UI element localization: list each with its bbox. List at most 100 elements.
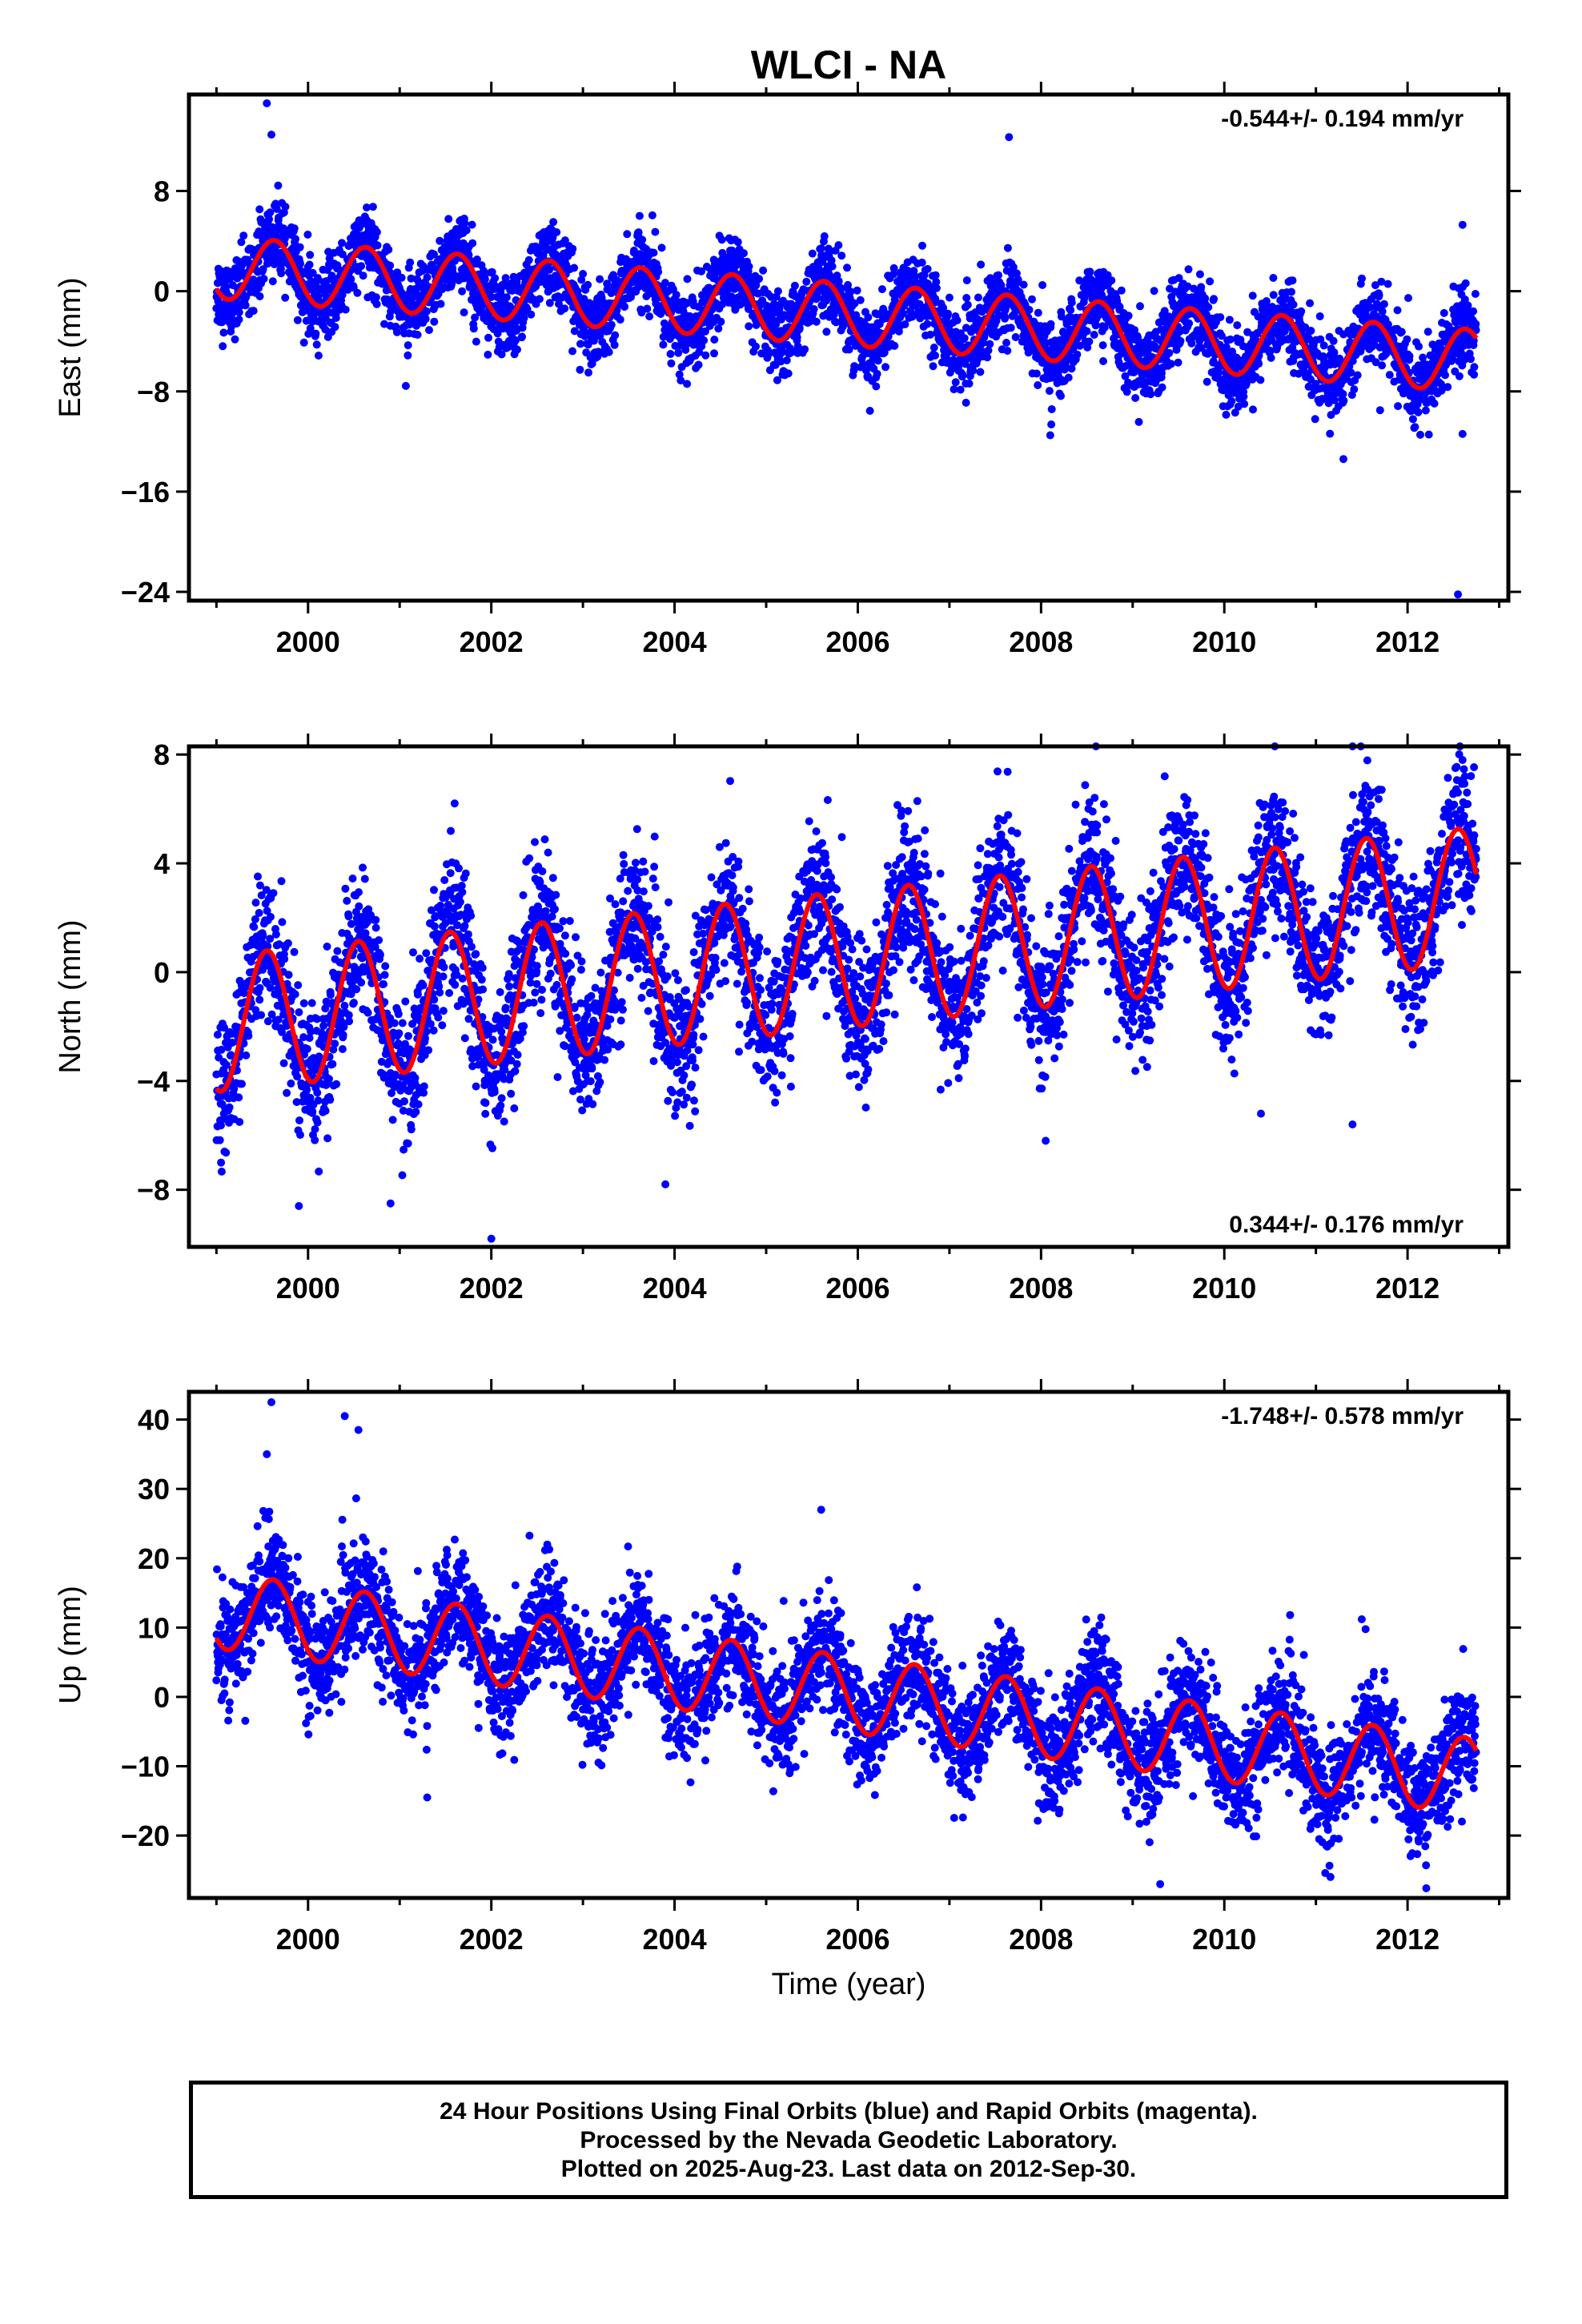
x-tick-label: 2004 xyxy=(643,625,707,658)
east-data-point xyxy=(239,231,248,240)
east-data-point xyxy=(1375,291,1383,300)
east-data-point xyxy=(1467,355,1475,364)
east-data-point xyxy=(910,271,919,280)
north-data-point xyxy=(314,1096,323,1105)
east-data-point xyxy=(856,296,865,304)
east-data-point xyxy=(472,255,481,263)
east-data-point xyxy=(584,280,592,289)
north-data-point xyxy=(343,896,351,905)
x-tick-label: 2012 xyxy=(1375,625,1439,658)
east-data-point xyxy=(945,293,954,302)
east-data-point xyxy=(359,271,367,280)
east-outlier-point xyxy=(267,131,275,139)
east-data-point xyxy=(384,245,393,254)
east-data-point xyxy=(306,251,315,259)
east-data-point xyxy=(472,337,480,346)
east-data-point xyxy=(881,363,889,372)
east-data-point xyxy=(401,381,410,390)
east-data-point xyxy=(977,260,986,269)
east-data-point xyxy=(1067,298,1076,307)
east-data-point xyxy=(314,352,323,360)
east-data-point xyxy=(518,332,526,341)
east-data-point xyxy=(423,273,432,282)
east-data-point xyxy=(1165,348,1174,357)
east-data-point xyxy=(357,262,366,271)
y-tick-label: 0 xyxy=(154,275,170,308)
east-data-point xyxy=(371,293,380,302)
east-data-point xyxy=(1269,274,1278,282)
east-data-point xyxy=(1195,270,1204,279)
east-data-point xyxy=(552,228,561,236)
east-data-point xyxy=(951,378,960,387)
east-data-point xyxy=(436,300,445,308)
east-data-point xyxy=(1019,280,1028,289)
east-data-point xyxy=(406,258,415,267)
east-data-point xyxy=(512,336,520,344)
east-data-point xyxy=(929,362,938,371)
east-data-point xyxy=(281,203,290,211)
east-data-point xyxy=(1397,328,1406,336)
east-data-point xyxy=(1423,328,1432,336)
east-data-point xyxy=(1470,370,1479,379)
east-data-point xyxy=(1405,352,1414,360)
east-data-point xyxy=(1240,400,1249,408)
east-data-point xyxy=(241,301,250,310)
east-data-point xyxy=(338,291,347,300)
east-data-point xyxy=(1003,243,1012,252)
east-data-point xyxy=(1045,387,1054,396)
east-data-point xyxy=(1385,371,1394,380)
east-data-point xyxy=(293,316,302,324)
east-data-point xyxy=(683,380,692,388)
east-data-point xyxy=(504,343,512,352)
east-data-point xyxy=(994,271,1002,279)
east-data-point xyxy=(1185,319,1194,328)
east-data-point xyxy=(1383,279,1392,288)
north-data-point xyxy=(313,1088,322,1097)
x-tick-label: 2008 xyxy=(1009,625,1073,658)
east-data-point xyxy=(1421,406,1430,415)
north-data-point xyxy=(294,981,303,990)
east-data-point xyxy=(471,313,480,322)
east-data-point xyxy=(305,260,314,269)
east-data-point xyxy=(873,369,881,378)
east-data-point xyxy=(1378,361,1387,370)
north-data-point xyxy=(263,1017,272,1026)
east-data-point xyxy=(272,205,281,213)
east-data-point xyxy=(295,243,304,251)
east-data-point xyxy=(549,218,558,227)
east-data-point xyxy=(1379,300,1388,308)
x-tick-label: 2010 xyxy=(1192,625,1256,658)
east-data-point xyxy=(1134,417,1143,426)
east-data-point xyxy=(291,235,299,243)
east-data-point xyxy=(1222,410,1231,419)
east-data-point xyxy=(1086,267,1094,276)
east-data-point xyxy=(733,238,742,247)
east-data-point xyxy=(1315,312,1324,320)
east-data-point xyxy=(717,235,726,244)
east-data-point xyxy=(1471,290,1480,298)
north-data-point xyxy=(278,918,287,927)
east-data-point xyxy=(404,341,412,350)
north-data-point xyxy=(345,1017,354,1026)
north-data-point xyxy=(328,1059,337,1068)
east-data-point xyxy=(1003,347,1012,355)
east-data-point xyxy=(822,328,831,336)
east-data-point xyxy=(1032,369,1041,378)
east-data-point xyxy=(923,264,932,273)
east-data-point xyxy=(1441,371,1449,380)
east-data-point xyxy=(956,385,965,394)
east-data-point xyxy=(464,251,473,259)
north-data-point xyxy=(331,1039,339,1048)
east-data-point xyxy=(1210,295,1219,304)
east-data-point xyxy=(331,323,339,332)
east-data-point xyxy=(368,203,377,211)
east-data-point xyxy=(570,327,579,336)
east-data-point xyxy=(808,249,817,258)
east-data-point xyxy=(242,293,251,301)
east-data-point xyxy=(1204,303,1213,312)
east-data-point xyxy=(1424,430,1433,439)
east-data-point xyxy=(1158,383,1166,392)
east-data-point xyxy=(576,340,584,348)
east-data-point xyxy=(277,269,286,278)
